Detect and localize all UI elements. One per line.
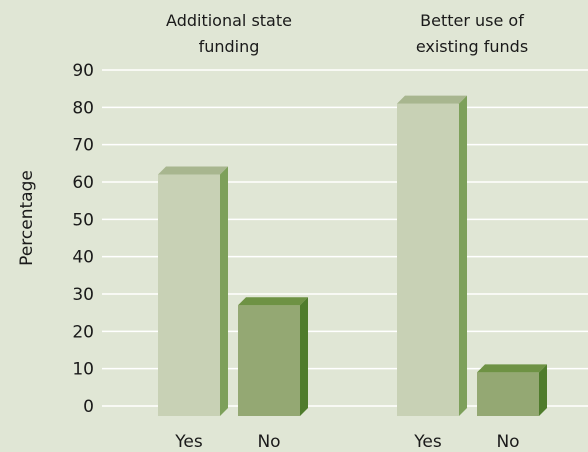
bar-state-funding-yes-side [220, 166, 228, 416]
y-tick-label: 60 [72, 173, 94, 193]
y-tick-label: 10 [72, 360, 94, 380]
bar-state-funding-no-side [300, 297, 308, 416]
bar-existing-funds-no [477, 364, 547, 416]
bar-state-funding-no-front [238, 305, 300, 416]
y-tick-label: 20 [72, 322, 94, 342]
x-category-label: No [496, 432, 519, 452]
bar-existing-funds-yes-side [459, 95, 467, 416]
bar-state-funding-yes [158, 166, 228, 416]
y-tick-label: 30 [72, 285, 94, 305]
bar-existing-funds-no-top [477, 364, 547, 373]
x-category-label: No [257, 432, 280, 452]
bar-state-funding-no-top [238, 297, 308, 306]
bar-existing-funds-yes-front [397, 103, 459, 416]
group-title-line: funding [199, 37, 260, 56]
y-tick-label: 80 [72, 98, 94, 118]
group-title-line: Additional state [166, 11, 292, 30]
bars [158, 95, 547, 416]
x-category-label: Yes [174, 432, 203, 452]
bar-existing-funds-no-front [477, 372, 539, 416]
y-tick-label: 50 [72, 210, 94, 230]
group-title-line: existing funds [416, 37, 528, 56]
bar-existing-funds-no-side [539, 364, 547, 416]
bar-existing-funds-yes [397, 95, 467, 416]
group-title-line: Better use of [420, 11, 524, 30]
y-tick-label: 90 [72, 61, 94, 81]
y-axis-tick-labels: 0 10 20 30 40 50 60 70 80 90 [72, 61, 94, 417]
y-tick-label: 40 [72, 248, 94, 268]
x-axis-category-labels: Yes No Yes No [174, 432, 519, 452]
y-tick-label: 70 [72, 136, 94, 156]
bar-state-funding-yes-front [158, 174, 220, 416]
bar-state-funding-yes-top [158, 166, 228, 175]
bar-existing-funds-yes-top [397, 95, 467, 104]
group-titles: Additional state funding Better use of exis… [166, 11, 528, 56]
x-category-label: Yes [413, 432, 442, 452]
y-tick-label: 0 [83, 397, 94, 417]
y-axis-label: Percentage [17, 170, 37, 266]
bar-state-funding-no [238, 297, 308, 416]
